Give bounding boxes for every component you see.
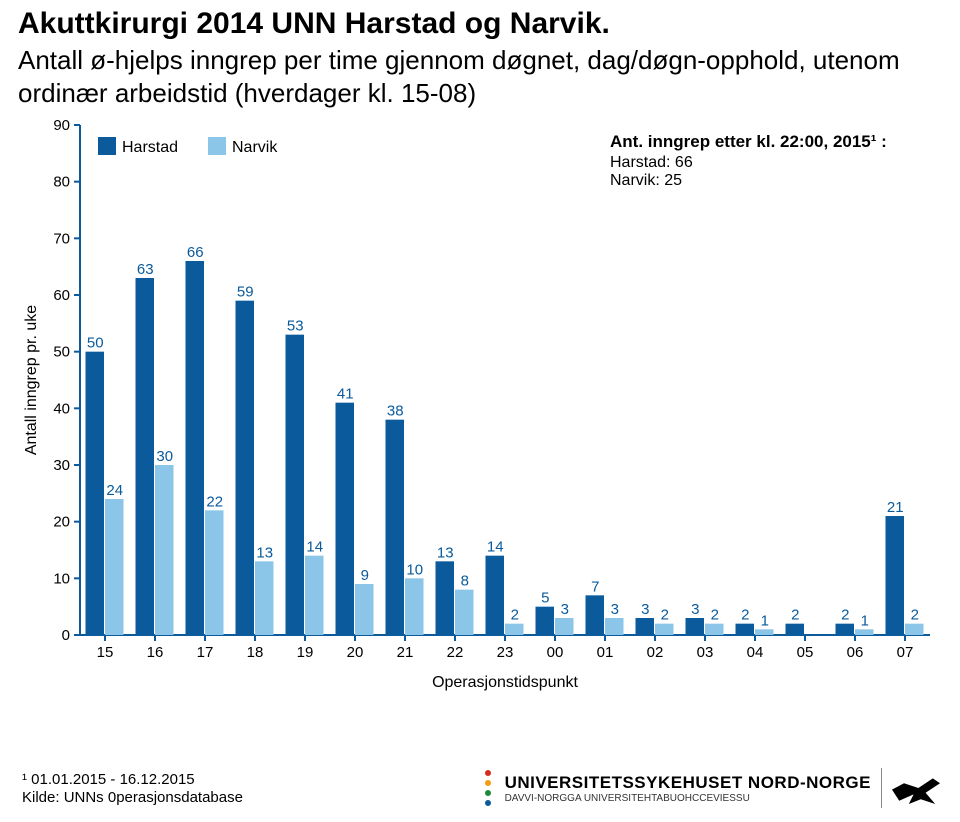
svg-text:14: 14 (487, 539, 504, 556)
footer-note: ¹ 01.01.2015 - 16.12.2015 Kilde: UNNs 0p… (22, 771, 243, 809)
dot-icon (485, 800, 491, 806)
svg-text:Ant. inngrep etter kl. 22:00,: Ant. inngrep etter kl. 22:00, 2015¹ : (610, 132, 887, 151)
svg-text:1: 1 (861, 612, 869, 629)
bird-icon (892, 772, 940, 804)
logo-text: UNIVERSITETSSYKEHUSET NORD-NORGE DAVVI-N… (505, 773, 871, 804)
svg-text:3: 3 (611, 601, 619, 618)
svg-text:19: 19 (297, 644, 314, 661)
footnote-1: ¹ 01.01.2015 - 16.12.2015 (22, 771, 243, 790)
svg-text:03: 03 (697, 644, 714, 661)
svg-text:0: 0 (62, 627, 70, 644)
svg-text:2: 2 (841, 607, 849, 624)
svg-text:04: 04 (747, 644, 764, 661)
svg-text:20: 20 (347, 644, 364, 661)
svg-text:9: 9 (361, 567, 369, 584)
svg-text:10: 10 (53, 570, 70, 587)
svg-text:06: 06 (847, 644, 864, 661)
svg-text:80: 80 (53, 174, 70, 191)
svg-text:2: 2 (741, 607, 749, 624)
svg-text:5: 5 (541, 590, 549, 607)
svg-text:41: 41 (337, 386, 354, 403)
svg-text:05: 05 (797, 644, 814, 661)
svg-text:02: 02 (647, 644, 664, 661)
logo-dots (485, 770, 491, 806)
svg-text:50: 50 (53, 344, 70, 361)
logo-name: UNIVERSITETSSYKEHUSET NORD-NORGE (505, 773, 871, 793)
svg-text:16: 16 (147, 644, 164, 661)
svg-text:22: 22 (447, 644, 464, 661)
page-title: Akuttkirurgi 2014 UNN Harstad og Narvik. (18, 6, 942, 42)
svg-text:2: 2 (511, 607, 519, 624)
svg-text:10: 10 (406, 561, 423, 578)
svg-text:Harstad: 66: Harstad: 66 (610, 154, 693, 171)
svg-text:70: 70 (53, 230, 70, 247)
svg-text:15: 15 (97, 644, 114, 661)
svg-text:3: 3 (641, 601, 649, 618)
svg-text:Antall inngrep pr. uke: Antall inngrep pr. uke (23, 305, 40, 455)
svg-text:2: 2 (661, 607, 669, 624)
svg-text:63: 63 (137, 261, 154, 278)
svg-text:38: 38 (387, 403, 404, 420)
svg-text:2: 2 (711, 607, 719, 624)
svg-text:Narvik: Narvik (232, 139, 278, 156)
svg-text:18: 18 (247, 644, 264, 661)
svg-text:60: 60 (53, 287, 70, 304)
svg-text:01: 01 (597, 644, 614, 661)
logo-divider (881, 768, 882, 808)
svg-text:Harstad: Harstad (122, 139, 178, 156)
svg-text:8: 8 (461, 573, 469, 590)
svg-text:90: 90 (53, 117, 70, 134)
svg-text:53: 53 (287, 318, 304, 335)
svg-text:40: 40 (53, 400, 70, 417)
svg-text:21: 21 (397, 644, 414, 661)
footnote-2: Kilde: UNNs 0perasjonsdatabase (22, 789, 243, 808)
svg-text:20: 20 (53, 514, 70, 531)
svg-text:3: 3 (561, 601, 569, 618)
svg-text:14: 14 (306, 539, 323, 556)
svg-text:30: 30 (53, 457, 70, 474)
page-subtitle: Antall ø-hjelps inngrep per time gjennom… (18, 44, 942, 109)
svg-text:21: 21 (887, 499, 904, 516)
dot-icon (485, 780, 491, 786)
svg-text:Operasjonstidspunkt: Operasjonstidspunkt (432, 674, 578, 691)
svg-text:2: 2 (911, 607, 919, 624)
dot-icon (485, 770, 491, 776)
svg-text:7: 7 (591, 578, 599, 595)
svg-text:13: 13 (256, 544, 273, 561)
svg-text:Narvik: 25: Narvik: 25 (610, 172, 682, 189)
svg-text:1: 1 (761, 612, 769, 629)
svg-text:17: 17 (197, 644, 214, 661)
logo: UNIVERSITETSSYKEHUSET NORD-NORGE DAVVI-N… (485, 768, 940, 808)
svg-text:22: 22 (206, 493, 223, 510)
svg-text:50: 50 (87, 335, 104, 352)
svg-text:13: 13 (437, 544, 454, 561)
bar-chart: 0102030405060708090155024166330176622185… (18, 115, 942, 705)
svg-text:00: 00 (547, 644, 564, 661)
logo-sub: DAVVI-NORGGA UNIVERSITEHTABUOHCCEVIESSU (505, 793, 871, 804)
svg-text:66: 66 (187, 244, 204, 261)
svg-text:2: 2 (791, 607, 799, 624)
svg-text:23: 23 (497, 644, 514, 661)
svg-text:59: 59 (237, 284, 254, 301)
svg-text:3: 3 (691, 601, 699, 618)
svg-text:30: 30 (156, 448, 173, 465)
dot-icon (485, 790, 491, 796)
svg-text:24: 24 (106, 482, 123, 499)
svg-text:07: 07 (897, 644, 914, 661)
